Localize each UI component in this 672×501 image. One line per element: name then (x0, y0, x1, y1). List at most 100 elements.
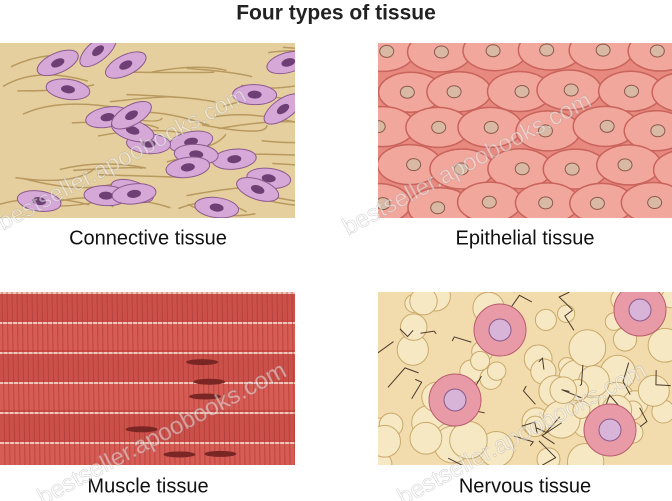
decoration (119, 60, 133, 70)
decoration (186, 67, 253, 78)
decoration (216, 292, 221, 465)
decoration (176, 292, 181, 465)
decoration (595, 43, 611, 57)
connective-illustration (0, 43, 295, 218)
decoration (206, 292, 211, 465)
decoration (32, 196, 47, 206)
decoration (126, 93, 216, 103)
decoration (125, 426, 158, 433)
decoration (564, 162, 580, 176)
decoration (186, 292, 191, 465)
decoration (151, 292, 156, 465)
decoration (409, 292, 438, 316)
decoration (116, 292, 121, 465)
decoration (649, 44, 665, 58)
decoration (639, 407, 648, 428)
decoration (156, 292, 161, 465)
decoration (201, 292, 206, 465)
decoration (534, 308, 557, 331)
decoration (536, 447, 561, 465)
decoration (655, 370, 671, 387)
decoration (623, 110, 672, 152)
decoration (76, 292, 81, 465)
decoration (399, 85, 415, 99)
decoration (286, 292, 291, 465)
decoration (568, 329, 607, 367)
decoration (521, 421, 538, 434)
decoration (281, 58, 295, 67)
muscle-illustration (0, 292, 295, 465)
decoration (291, 292, 295, 465)
decoration (125, 126, 140, 135)
decoration (250, 185, 265, 194)
decoration (81, 292, 86, 465)
decoration (430, 201, 446, 215)
decoration (488, 318, 512, 342)
decoration (101, 292, 106, 465)
decoration (136, 292, 141, 465)
decoration (41, 292, 46, 465)
decoration (61, 85, 75, 94)
decoration (399, 313, 428, 341)
decoration (98, 191, 113, 200)
decoration (563, 83, 579, 97)
decoration (470, 350, 491, 371)
decoration (268, 49, 295, 54)
decoration (61, 292, 66, 465)
decoration (406, 158, 422, 172)
decoration (21, 292, 26, 465)
decoration (96, 292, 101, 465)
decoration (399, 328, 414, 338)
decoration (171, 292, 176, 465)
decoration (260, 198, 295, 206)
decoration (196, 292, 201, 465)
decoration (26, 292, 31, 465)
decoration (378, 197, 391, 211)
decoration (36, 292, 41, 465)
decoration (589, 196, 605, 210)
decoration (127, 189, 142, 198)
decoration (141, 292, 146, 465)
decoration (411, 378, 423, 399)
decoration (261, 292, 266, 465)
decoration (431, 120, 447, 134)
decoration (579, 364, 584, 387)
decoration (56, 292, 61, 465)
decoration (71, 292, 76, 465)
decoration (620, 181, 672, 218)
decoration (231, 292, 236, 465)
decoration (271, 292, 276, 465)
decoration (91, 292, 96, 465)
decoration (622, 362, 631, 395)
nervous-illustration (378, 292, 672, 465)
panel-label: Nervous tissue (459, 475, 591, 497)
decoration (251, 292, 256, 465)
decoration (378, 341, 394, 354)
decoration (163, 451, 196, 458)
decoration (624, 84, 640, 98)
decoration (628, 298, 652, 322)
decoration (281, 292, 286, 465)
decoration (180, 163, 195, 172)
decoration (6, 292, 11, 465)
decoration (246, 292, 251, 465)
decoration (100, 113, 115, 122)
decoration (266, 292, 271, 465)
decoration (650, 124, 666, 138)
decoration (537, 124, 553, 138)
decoration (247, 90, 262, 99)
decoration (0, 444, 295, 465)
decoration (443, 388, 467, 412)
decoration (379, 44, 395, 58)
decoration (486, 361, 507, 381)
decoration (131, 292, 136, 465)
panel-label: Epithelial tissue (456, 227, 595, 249)
decoration (86, 292, 91, 465)
decoration (599, 119, 615, 133)
decoration (282, 46, 295, 49)
decoration (31, 292, 36, 465)
decoration (598, 418, 622, 442)
decoration (221, 292, 226, 465)
decoration (647, 327, 672, 363)
decoration (483, 120, 499, 134)
